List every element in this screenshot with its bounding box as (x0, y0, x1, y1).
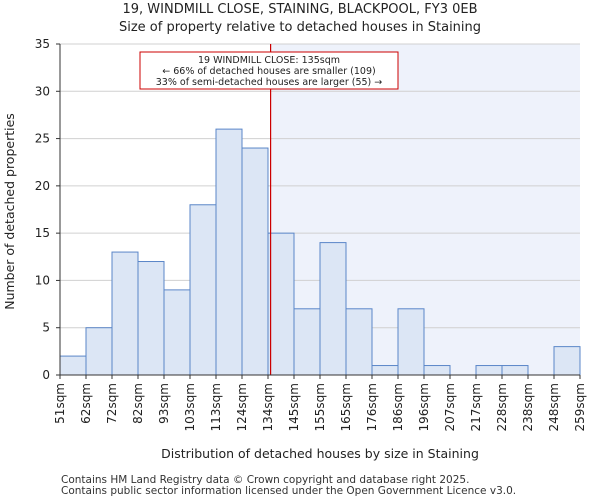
x-tick-label: 217sqm (469, 383, 483, 431)
y-tick-label: 30 (35, 84, 50, 98)
x-tick-label: 259sqm (573, 383, 587, 431)
x-tick-label: 176sqm (365, 383, 379, 431)
bar (241, 147, 269, 376)
bar (319, 242, 347, 376)
annotation-text: ← 66% of detached houses are smaller (10… (162, 66, 375, 77)
bar (553, 346, 581, 376)
annotation-text: 33% of semi-detached houses are larger (… (156, 77, 383, 88)
x-axis-title: Distribution of detached houses by size … (161, 446, 479, 461)
bar (85, 327, 113, 376)
bar (137, 261, 165, 376)
bar (475, 365, 503, 376)
annotation-text: 19 WINDMILL CLOSE: 135sqm (198, 55, 340, 66)
x-tick-label: 93sqm (157, 383, 171, 424)
y-tick-label: 25 (35, 132, 50, 146)
bar (215, 128, 243, 376)
x-tick-label: 113sqm (209, 383, 223, 431)
y-tick-label: 10 (35, 273, 50, 287)
bar (59, 355, 87, 376)
x-tick-label: 72sqm (105, 383, 119, 424)
bar (293, 308, 321, 376)
bar (345, 308, 373, 376)
x-tick-label: 228sqm (495, 383, 509, 431)
bar (371, 365, 399, 376)
x-tick-label: 186sqm (391, 383, 405, 431)
annotation-box (139, 51, 399, 90)
bar (163, 289, 191, 376)
bar (397, 308, 425, 376)
y-tick-label: 15 (35, 226, 50, 240)
bar (189, 204, 217, 376)
footer-licence: Contains public sector information licen… (61, 485, 517, 497)
x-tick-label: 165sqm (339, 383, 353, 431)
x-tick-label: 238sqm (521, 383, 535, 431)
y-tick-label: 5 (42, 321, 50, 335)
bar (423, 365, 451, 376)
y-tick-label: 35 (35, 37, 50, 51)
footer-copyright: Contains HM Land Registry data © Crown c… (61, 474, 470, 486)
x-tick-label: 248sqm (547, 383, 561, 431)
y-axis-title: Number of detached properties (2, 113, 17, 310)
x-tick-label: 51sqm (53, 383, 67, 424)
x-tick-label: 124sqm (235, 383, 249, 431)
x-tick-label: 207sqm (443, 383, 457, 431)
bar (267, 232, 295, 376)
x-tick-label: 145sqm (287, 383, 301, 431)
x-tick-label: 82sqm (131, 383, 145, 424)
y-tick-label: 20 (35, 179, 50, 193)
x-tick-label: 103sqm (183, 383, 197, 431)
x-tick-label: 62sqm (79, 383, 93, 424)
x-tick-label: 134sqm (261, 383, 275, 431)
y-tick-label: 0 (42, 368, 50, 382)
x-tick-label: 196sqm (417, 383, 431, 431)
chart-title: 19, WINDMILL CLOSE, STAINING, BLACKPOOL,… (122, 2, 478, 17)
x-tick-label: 155sqm (313, 383, 327, 431)
chart-subtitle: Size of property relative to detached ho… (118, 20, 482, 35)
bar (111, 251, 139, 376)
bar (501, 365, 529, 376)
